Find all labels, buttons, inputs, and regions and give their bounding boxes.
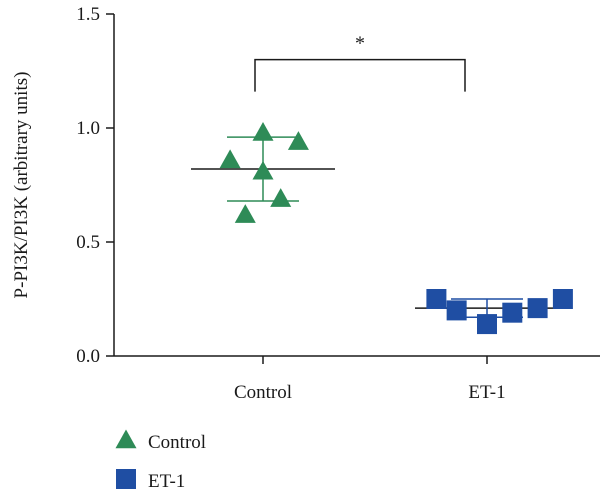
x-tick-label: Control: [234, 382, 292, 403]
summary-bars: [191, 136, 559, 318]
square-point: [426, 289, 447, 309]
significance-bracket: *: [254, 33, 466, 92]
legend: Control ET-1: [115, 429, 206, 492]
y-ticks: 0.0 0.5 1.0 1.5: [76, 4, 114, 367]
y-tick-label: 1.5: [76, 4, 100, 25]
y-tick-label: 0.5: [76, 232, 100, 253]
legend-label: Control: [148, 432, 206, 453]
y-axis-title: P-PI3K/PI3K (arbitrary units): [11, 72, 32, 299]
square-point: [527, 298, 548, 319]
y-tick-label: 0.0: [76, 346, 100, 367]
data-points: [219, 122, 573, 335]
significance-bracket-line: [254, 58, 466, 92]
triangle-point: [270, 188, 292, 207]
significance-label: *: [355, 33, 365, 55]
triangle-point: [234, 204, 256, 223]
square-point: [477, 314, 497, 335]
axes: 0.0 0.5 1.0 1.5 Control ET-1: [76, 4, 600, 403]
square-point: [552, 289, 573, 309]
y-tick-label: 1.0: [76, 118, 100, 139]
triangle-point: [252, 160, 274, 180]
triangle-point: [287, 131, 309, 150]
triangle-point: [252, 122, 274, 141]
x-tick-label: ET-1: [468, 382, 505, 403]
square-point: [502, 302, 523, 323]
square-point: [446, 300, 467, 321]
legend-triangle-icon: [115, 429, 137, 449]
legend-square-icon: [116, 469, 136, 489]
x-ticks: Control ET-1: [234, 356, 506, 403]
legend-label: ET-1: [148, 471, 185, 492]
triangle-point: [219, 149, 241, 169]
